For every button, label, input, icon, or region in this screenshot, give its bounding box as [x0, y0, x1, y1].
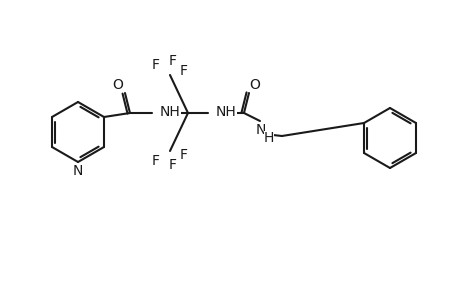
Text: O: O [112, 78, 123, 92]
Text: NH: NH [216, 105, 236, 119]
Text: F: F [151, 58, 160, 72]
Text: O: O [249, 78, 260, 92]
Text: F: F [179, 148, 188, 162]
Text: F: F [168, 54, 177, 68]
Text: H: H [263, 131, 274, 145]
Text: N: N [73, 164, 83, 178]
Text: F: F [151, 154, 160, 168]
Text: F: F [179, 64, 188, 78]
Text: NH: NH [160, 105, 180, 119]
Text: F: F [168, 158, 177, 172]
Text: N: N [255, 123, 266, 137]
